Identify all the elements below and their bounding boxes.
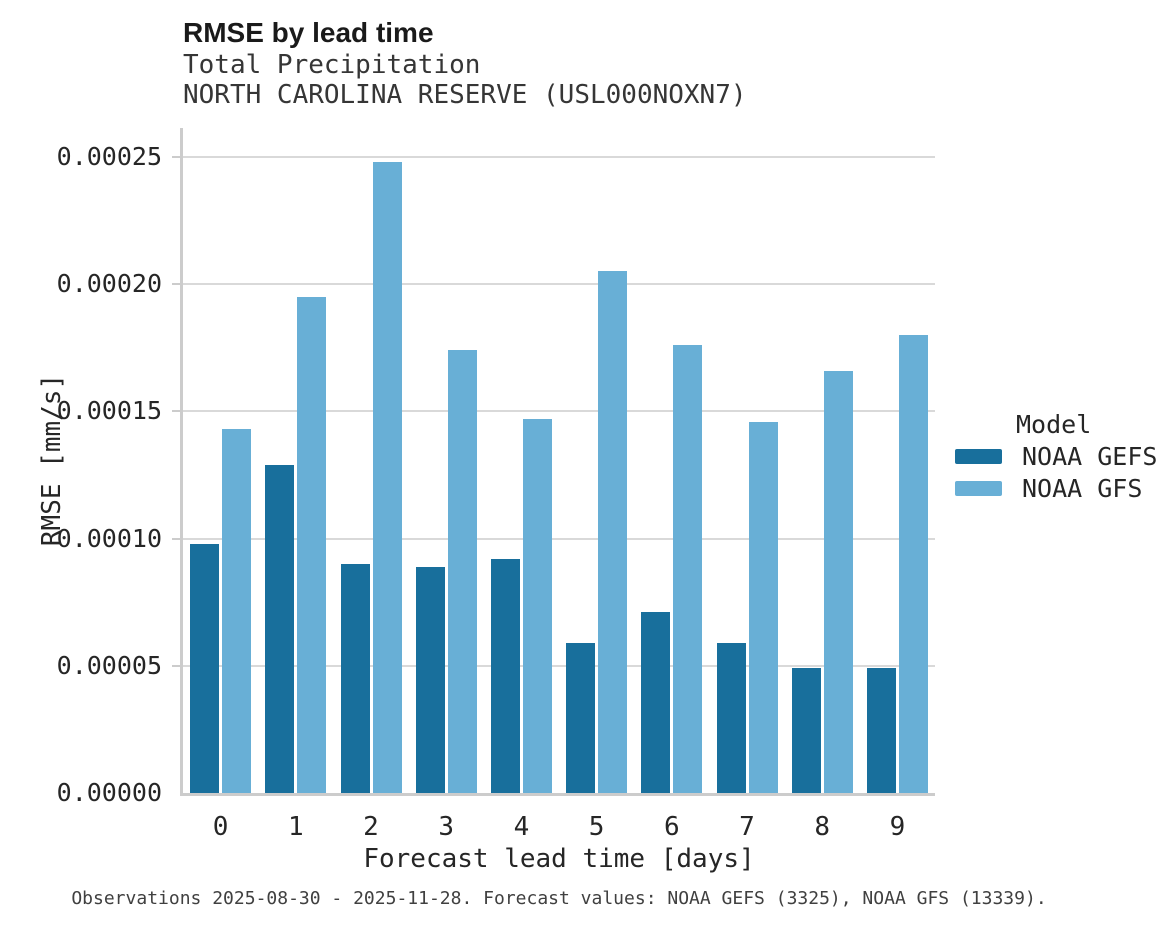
y-tick-label: 0.00000 <box>56 778 162 807</box>
y-tick-labels: 0.00000 0.00005 0.00010 0.00015 0.00020 0.000… <box>0 0 162 928</box>
bar-noaa-gefs-day-8 <box>791 668 821 793</box>
y-tick-mark <box>172 537 180 540</box>
legend-label: NOAA GEFS <box>1022 442 1158 471</box>
y-tick-label: 0.00020 <box>56 269 162 299</box>
y-axis-line <box>180 128 183 796</box>
gridline <box>183 410 935 413</box>
bar-noaa-gfs-day-8 <box>823 370 853 793</box>
bar-noaa-gefs-day-0 <box>190 543 220 793</box>
bar-noaa-gfs-day-1 <box>297 296 327 793</box>
bar-noaa-gefs-day-6 <box>641 612 671 793</box>
x-tick-label: 9 <box>889 812 906 842</box>
x-tick-label: 4 <box>513 812 530 842</box>
footer-note: Observations 2025-08-30 - 2025-11-28. Fo… <box>71 888 1047 909</box>
x-axis-label: Forecast lead time [days] <box>363 844 755 874</box>
gridline <box>183 283 935 286</box>
y-tick-mark <box>172 156 180 158</box>
legend: Model NOAA GEFS NOAA GFS <box>955 410 1170 513</box>
bar-noaa-gefs-day-7 <box>716 642 746 793</box>
x-tick-label: 8 <box>814 812 831 842</box>
gridline <box>183 156 935 158</box>
gridline <box>183 537 935 540</box>
bar-noaa-gefs-day-3 <box>415 566 445 793</box>
y-tick-mark <box>172 410 180 413</box>
y-tick-label: 0.00025 <box>56 142 162 171</box>
chart-subtitle-station: NORTH CAROLINA RESERVE (USL000NOXN7) <box>183 80 747 110</box>
plot-area <box>172 128 935 796</box>
x-tick-label: 0 <box>212 812 229 842</box>
x-tick-label: 2 <box>363 812 379 842</box>
bar-noaa-gefs-day-5 <box>566 642 596 793</box>
bar-noaa-gfs-day-5 <box>598 271 628 793</box>
legend-swatch-noaa-gefs <box>955 449 1002 464</box>
bar-noaa-gefs-day-1 <box>265 464 295 793</box>
bar-noaa-gfs-day-9 <box>898 335 928 793</box>
chart-title: RMSE by lead time <box>183 17 434 48</box>
gridline <box>183 664 935 667</box>
legend-title: Model <box>1016 410 1092 439</box>
bar-noaa-gfs-day-6 <box>673 345 703 793</box>
bar-noaa-gfs-day-0 <box>222 429 252 793</box>
x-axis-line <box>180 793 935 796</box>
bar-noaa-gefs-day-4 <box>490 558 520 793</box>
x-tick-label: 7 <box>739 812 755 842</box>
y-tick-label: 0.00005 <box>56 650 162 680</box>
bar-noaa-gfs-day-7 <box>748 421 778 793</box>
x-tick-label: 6 <box>663 812 680 842</box>
y-tick-label: 0.00015 <box>56 396 162 426</box>
y-tick-label: 0.00010 <box>56 523 162 553</box>
x-tick-label: 1 <box>287 812 304 842</box>
x-tick-label: 3 <box>438 812 455 842</box>
legend-label: NOAA GFS <box>1022 474 1143 503</box>
bar-noaa-gfs-day-2 <box>372 162 402 793</box>
legend-swatch-noaa-gfs <box>955 481 1002 496</box>
chart-subtitle-variable: Total Precipitation <box>183 50 481 80</box>
x-tick-label: 5 <box>588 812 605 842</box>
legend-item: NOAA GEFS <box>955 442 1170 471</box>
legend-item: NOAA GFS <box>955 474 1170 503</box>
legend-items: NOAA GEFS NOAA GFS <box>955 442 1170 503</box>
bar-noaa-gefs-day-2 <box>340 564 370 793</box>
bar-noaa-gefs-day-9 <box>866 668 896 793</box>
bar-noaa-gfs-day-3 <box>447 350 477 793</box>
y-tick-mark <box>172 664 180 667</box>
y-tick-mark <box>172 283 180 286</box>
bar-noaa-gfs-day-4 <box>522 419 552 793</box>
